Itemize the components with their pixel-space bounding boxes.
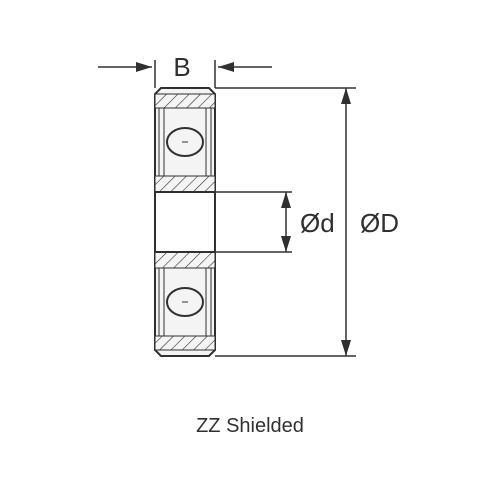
caption-text: ZZ Shielded — [0, 415, 500, 438]
svg-text:ØD: ØD — [360, 208, 399, 238]
svg-text:Ød: Ød — [300, 208, 335, 238]
diagram-stage: B Ød ØD ZZ Shielded — [0, 0, 500, 500]
svg-text:B: B — [173, 52, 190, 82]
